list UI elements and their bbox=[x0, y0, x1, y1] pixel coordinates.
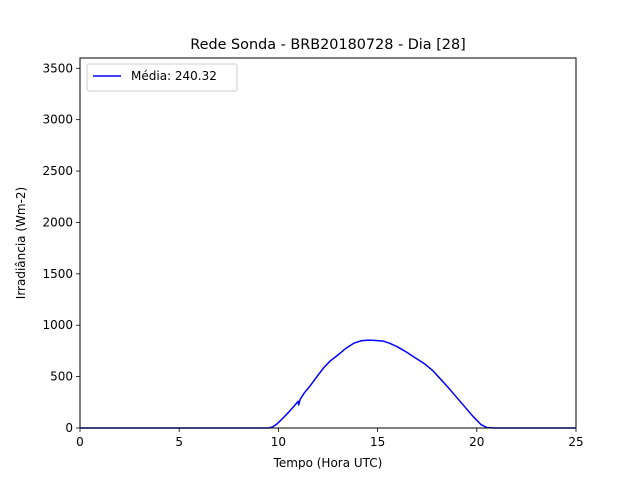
y-axis-label: Irradiância (Wm-2) bbox=[14, 187, 28, 299]
x-tick-label: 10 bbox=[271, 435, 286, 449]
legend-label: Média: 240.32 bbox=[131, 69, 217, 83]
legend: Média: 240.32 bbox=[86, 63, 238, 92]
x-tick-label: 20 bbox=[469, 435, 484, 449]
y-tick-label: 3500 bbox=[42, 61, 73, 75]
series-line bbox=[80, 339, 576, 429]
legend-box bbox=[86, 63, 238, 92]
axes-frame bbox=[79, 57, 577, 429]
x-axis-label: Tempo (Hora UTC) bbox=[273, 456, 383, 470]
x-tick-label: 15 bbox=[370, 435, 385, 449]
y-tick-label: 3000 bbox=[42, 113, 73, 127]
y-tick-label: 1500 bbox=[42, 267, 73, 281]
x-tick-label: 5 bbox=[175, 435, 183, 449]
y-tick-label: 2500 bbox=[42, 164, 73, 178]
y-tick-label: 500 bbox=[50, 370, 73, 384]
series-group bbox=[80, 339, 576, 429]
x-tick-label: 0 bbox=[76, 435, 84, 449]
y-tick-label: 0 bbox=[65, 421, 73, 435]
y-tick-label: 1000 bbox=[42, 318, 73, 332]
y-tick-label: 2000 bbox=[42, 215, 73, 229]
x-axis: 0 5 10 15 20 25 bbox=[76, 428, 584, 449]
y-axis: 0 500 1000 1500 2000 2500 3000 3500 bbox=[42, 61, 80, 435]
x-tick-label: 25 bbox=[568, 435, 583, 449]
plot-area bbox=[80, 58, 576, 428]
chart-title: Rede Sonda - BRB20180728 - Dia [28] bbox=[190, 37, 465, 53]
